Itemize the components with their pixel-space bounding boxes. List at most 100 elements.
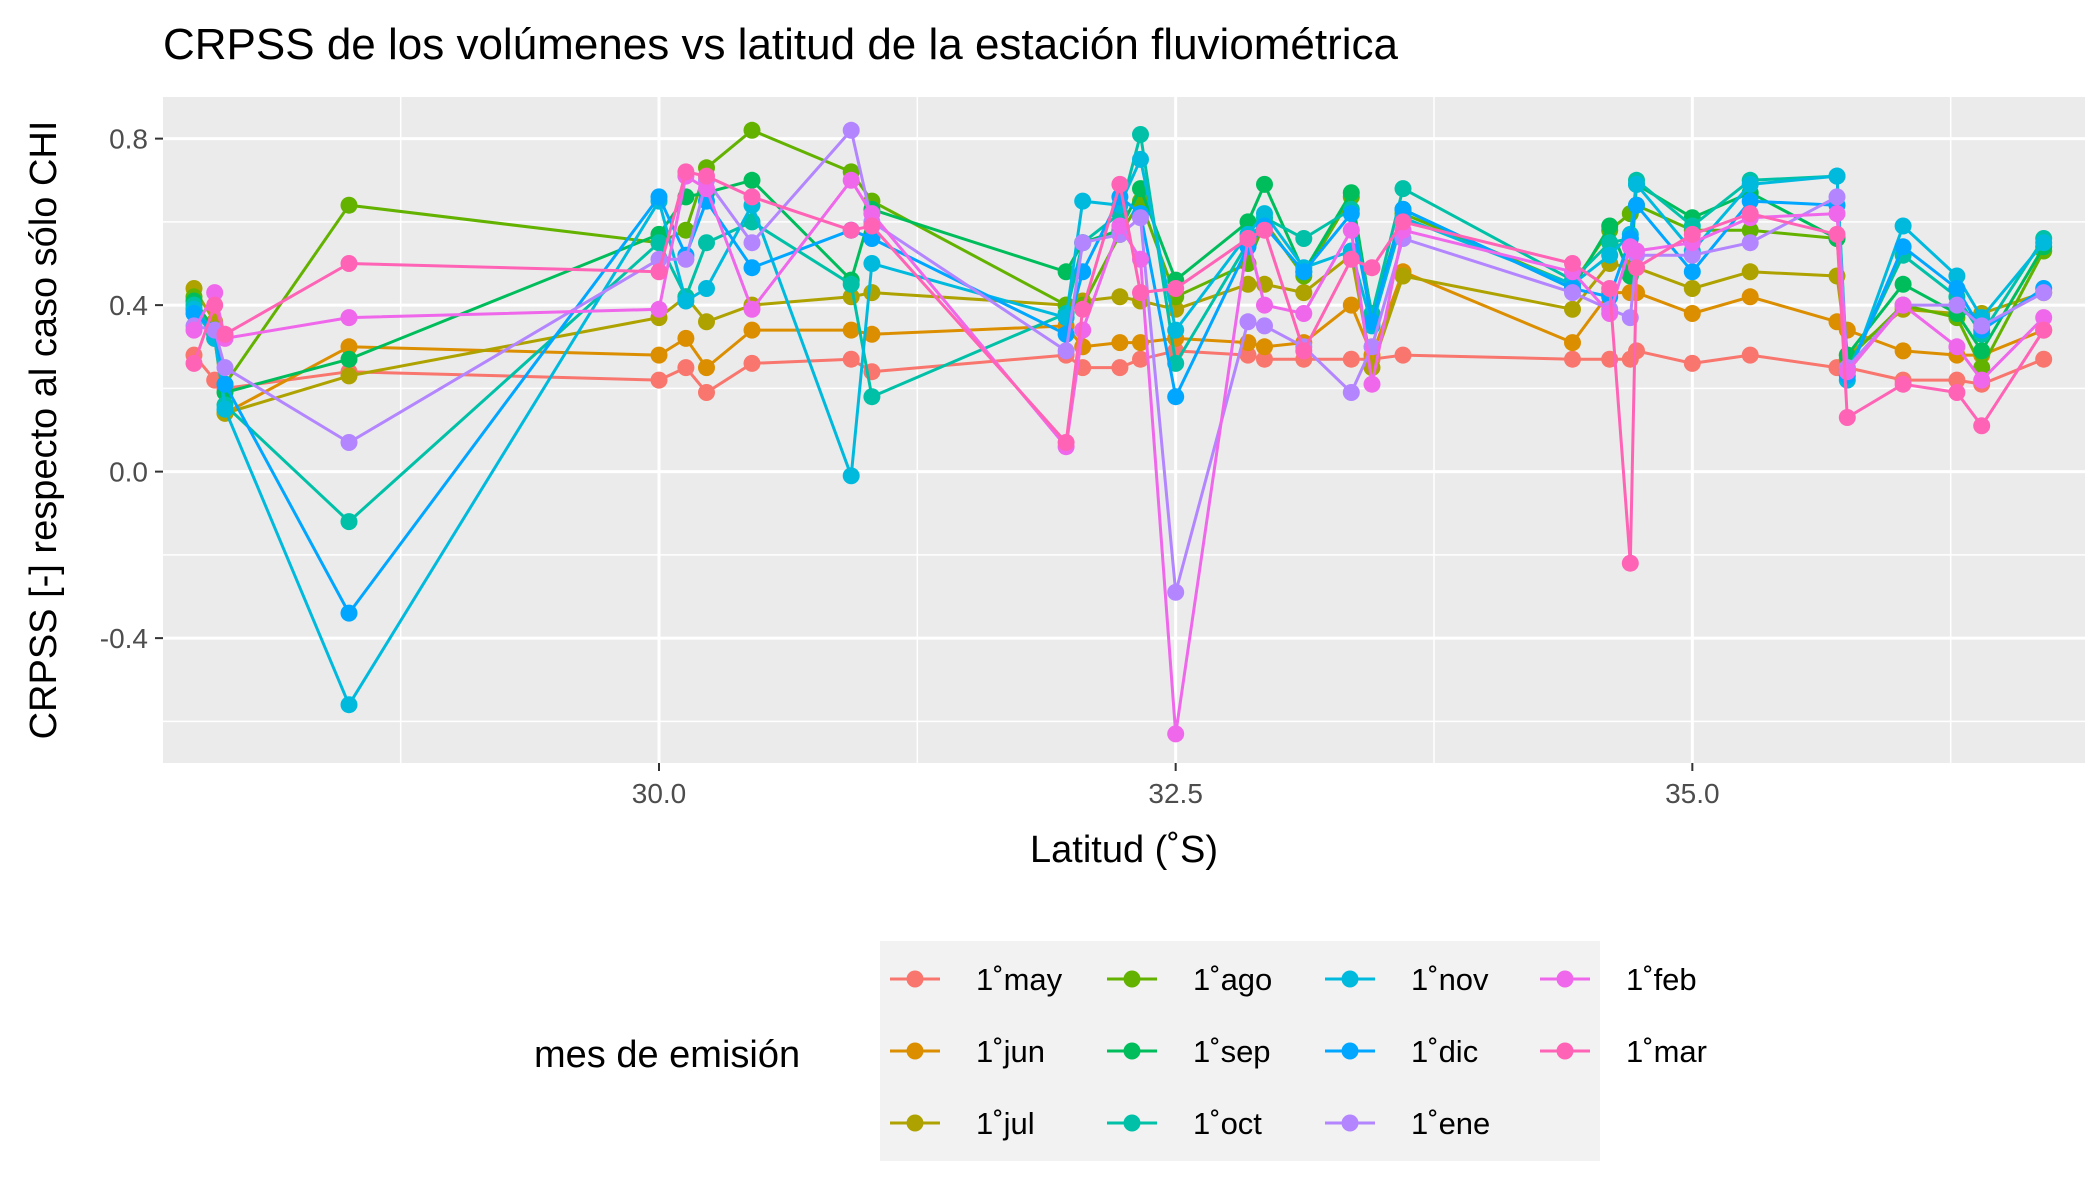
data-point xyxy=(2035,321,2053,339)
data-point xyxy=(1239,275,1257,293)
data-point xyxy=(743,354,761,372)
x-tick-label: 35.0 xyxy=(1665,778,1720,809)
legend-item: 1˚mar xyxy=(1540,1034,1707,1069)
data-point xyxy=(1256,350,1273,368)
data-point xyxy=(1828,188,1846,206)
data-point xyxy=(1132,126,1149,143)
data-point xyxy=(698,234,715,252)
data-point xyxy=(743,300,761,318)
data-point xyxy=(1256,175,1273,193)
data-point xyxy=(1973,317,1991,335)
data-point xyxy=(340,196,358,214)
data-point xyxy=(677,292,695,310)
data-point xyxy=(340,309,358,327)
data-point xyxy=(216,325,234,343)
legend-key-point xyxy=(1556,970,1574,988)
data-point xyxy=(650,234,668,252)
data-point xyxy=(698,280,715,297)
data-point xyxy=(1111,359,1129,377)
data-point xyxy=(1948,338,1966,356)
y-tick-label: -0.4 xyxy=(100,623,148,654)
data-point xyxy=(1239,346,1257,364)
data-point xyxy=(1342,205,1360,223)
legend-item: 1˚feb xyxy=(1540,962,1697,997)
chart-title: CRPSS de los volúmenes vs latitud de la … xyxy=(163,20,1399,69)
data-point xyxy=(650,188,668,206)
data-point xyxy=(1741,192,1759,210)
data-point xyxy=(1948,371,1966,389)
data-point xyxy=(698,313,715,331)
data-point xyxy=(1132,350,1149,368)
data-point xyxy=(1894,296,1912,314)
data-point xyxy=(1256,205,1273,223)
data-point xyxy=(1342,384,1360,401)
data-point xyxy=(863,205,881,223)
data-point xyxy=(1628,259,1645,277)
data-point xyxy=(1167,388,1185,406)
legend-item: 1˚oct xyxy=(1107,1106,1262,1141)
data-point xyxy=(1564,284,1581,302)
data-point xyxy=(340,367,358,385)
data-point xyxy=(743,188,761,206)
data-point xyxy=(1256,338,1273,356)
legend-key-point xyxy=(906,1042,924,1060)
data-point xyxy=(216,375,234,393)
data-point xyxy=(1741,234,1759,252)
legend-key-point xyxy=(906,970,924,988)
data-point xyxy=(1256,221,1273,239)
data-point xyxy=(677,329,695,347)
data-point xyxy=(1894,217,1912,235)
legend-item: 1˚may xyxy=(890,962,1063,997)
data-point xyxy=(1601,280,1619,297)
legend-label: 1˚may xyxy=(976,962,1063,997)
data-point xyxy=(677,250,695,268)
data-point xyxy=(1894,275,1912,293)
x-tick-label: 30.0 xyxy=(632,778,687,809)
data-point xyxy=(1973,371,1991,389)
data-point xyxy=(1111,175,1129,193)
data-point xyxy=(842,171,860,189)
y-axis-title: CRPSS [-] respecto al caso sólo CHI xyxy=(23,121,65,740)
data-point xyxy=(677,163,695,181)
data-point xyxy=(340,604,358,622)
data-point xyxy=(1342,184,1360,202)
legend-key-point xyxy=(1123,970,1141,988)
data-point xyxy=(650,346,668,364)
data-point xyxy=(743,171,761,189)
legend-label: 1˚sep xyxy=(1193,1034,1271,1069)
data-point xyxy=(1394,267,1412,285)
data-point xyxy=(1601,305,1619,322)
data-point xyxy=(1295,230,1313,247)
y-tick-label: 0.4 xyxy=(109,290,148,321)
data-point xyxy=(842,275,860,293)
data-point xyxy=(1601,234,1619,252)
data-point xyxy=(863,217,881,235)
data-point xyxy=(1564,350,1581,368)
data-point xyxy=(1683,246,1701,264)
data-point xyxy=(185,321,203,339)
data-point xyxy=(2035,284,2053,302)
data-point xyxy=(1564,334,1581,352)
data-point xyxy=(842,121,860,139)
legend-item: 1˚jun xyxy=(890,1034,1045,1069)
data-point xyxy=(698,167,715,185)
data-point xyxy=(1683,280,1701,297)
data-point xyxy=(1363,375,1381,393)
data-point xyxy=(1111,334,1129,352)
data-point xyxy=(1948,267,1966,285)
data-point xyxy=(216,359,234,377)
data-point xyxy=(340,696,358,714)
data-point xyxy=(1741,205,1759,223)
data-point xyxy=(650,263,668,281)
data-point xyxy=(1973,342,1991,360)
data-point xyxy=(1342,296,1360,314)
data-point xyxy=(743,321,761,339)
data-point xyxy=(1838,363,1856,381)
data-point xyxy=(1683,225,1701,243)
data-point xyxy=(1295,284,1313,302)
data-point xyxy=(1394,346,1412,364)
legend-key-point xyxy=(1123,1114,1141,1132)
data-point xyxy=(842,467,860,485)
data-point xyxy=(2035,234,2053,252)
data-point xyxy=(1295,342,1313,360)
